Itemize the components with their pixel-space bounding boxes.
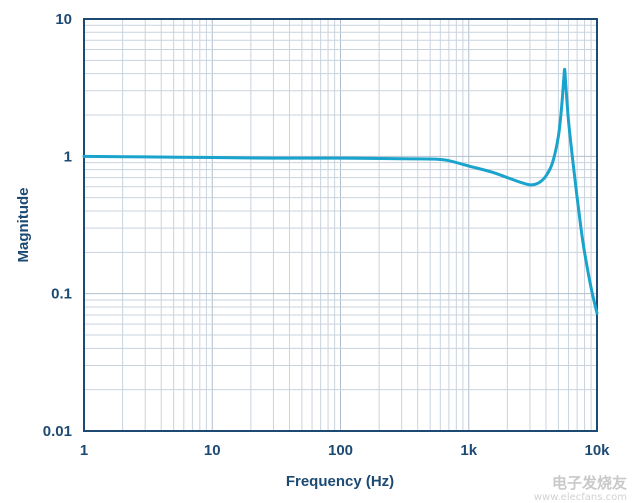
y-tick-label: 0.1 [51,286,72,303]
x-tick-label: 1 [80,442,88,459]
x-tick-label: 1k [460,442,477,459]
watermark-logo: 电子发烧友 [551,474,627,492]
watermark-url: www.elecfans.com [533,492,627,503]
y-tick-label: 0.01 [43,423,72,440]
x-tick-label: 10k [584,442,610,459]
y-tick-label: 1 [64,148,72,165]
y-axis-label: Magnitude [15,188,32,263]
x-tick-labels: 1 10 100 1k 10k [80,442,610,459]
x-tick-label: 100 [328,442,353,459]
y-tick-labels: 10 1 0.1 0.01 [43,11,72,440]
plot-frame [83,18,598,432]
x-axis-label: Frequency (Hz) [286,473,394,490]
y-tick-label: 10 [55,11,72,28]
x-tick-label: 10 [204,442,221,459]
series-line [82,67,599,315]
grid [84,19,597,431]
